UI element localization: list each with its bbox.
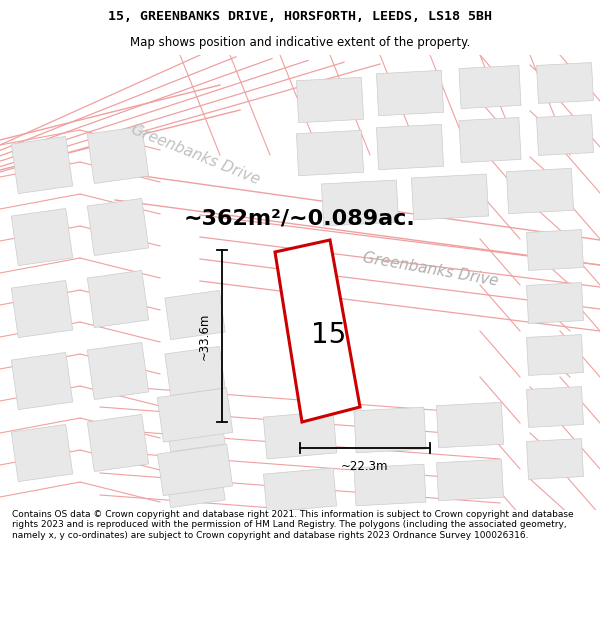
Polygon shape [527, 439, 583, 479]
Polygon shape [527, 282, 583, 323]
Polygon shape [157, 388, 233, 442]
Polygon shape [165, 346, 225, 396]
Polygon shape [165, 458, 225, 508]
Polygon shape [87, 198, 149, 256]
Text: Map shows position and indicative extent of the property.: Map shows position and indicative extent… [130, 36, 470, 49]
Polygon shape [459, 66, 521, 109]
Polygon shape [527, 334, 583, 376]
Polygon shape [527, 387, 583, 428]
Polygon shape [296, 131, 364, 176]
Polygon shape [354, 464, 426, 506]
Polygon shape [87, 271, 149, 328]
Polygon shape [165, 402, 225, 452]
Polygon shape [536, 62, 593, 103]
Polygon shape [87, 414, 149, 472]
Polygon shape [354, 408, 426, 452]
Polygon shape [536, 114, 593, 156]
Polygon shape [296, 78, 364, 122]
Polygon shape [157, 444, 233, 496]
Text: Greenbanks Drive: Greenbanks Drive [361, 251, 499, 289]
Text: 15, GREENBANKS DRIVE, HORSFORTH, LEEDS, LS18 5BH: 15, GREENBANKS DRIVE, HORSFORTH, LEEDS, … [108, 10, 492, 23]
Polygon shape [275, 240, 360, 422]
Polygon shape [459, 118, 521, 162]
Polygon shape [436, 402, 503, 448]
Text: Greenbanks Drive: Greenbanks Drive [128, 122, 262, 188]
Polygon shape [322, 180, 398, 226]
Polygon shape [376, 124, 443, 169]
Polygon shape [376, 71, 443, 116]
Polygon shape [527, 229, 583, 271]
Polygon shape [11, 352, 73, 409]
Polygon shape [263, 468, 337, 512]
Polygon shape [506, 168, 574, 214]
Polygon shape [412, 174, 488, 220]
Text: Contains OS data © Crown copyright and database right 2021. This information is : Contains OS data © Crown copyright and d… [12, 510, 574, 540]
Polygon shape [165, 291, 225, 339]
Polygon shape [87, 126, 149, 184]
Polygon shape [87, 342, 149, 399]
Polygon shape [11, 281, 73, 338]
Text: ~362m²/~0.089ac.: ~362m²/~0.089ac. [184, 208, 416, 228]
Polygon shape [263, 411, 337, 459]
Polygon shape [11, 424, 73, 482]
Text: ~33.6m: ~33.6m [197, 312, 211, 359]
Text: ~22.3m: ~22.3m [341, 459, 389, 472]
Polygon shape [11, 136, 73, 194]
Text: 15: 15 [311, 321, 346, 349]
Polygon shape [11, 208, 73, 266]
Polygon shape [437, 459, 503, 501]
